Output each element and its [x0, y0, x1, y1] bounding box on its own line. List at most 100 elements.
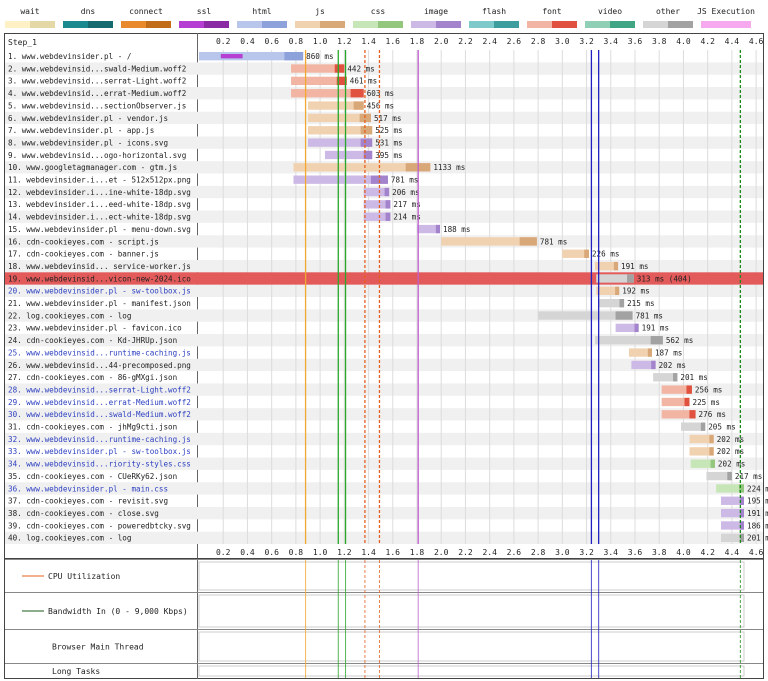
request-bar-download — [709, 447, 714, 456]
request-bar-font — [661, 410, 696, 419]
legend-swatch-light — [179, 21, 204, 28]
panel-label-3: Long Tasks — [52, 667, 100, 676]
request-label: 21. www.webdevinsider.pl - manifest.json — [8, 299, 191, 308]
legend-label-dns: dns — [81, 7, 96, 16]
request-bar-image — [615, 323, 639, 333]
request-label: 19. www.webdevinsid...vicon-new-2024.ico — [8, 274, 191, 283]
legend-swatch-dark — [262, 21, 287, 28]
request-bar-download — [615, 286, 620, 295]
row-stripe — [5, 457, 763, 470]
legend-label-other: other — [656, 7, 680, 16]
x-tick-label-top: 2.8 — [531, 37, 546, 46]
step-label: Step_1 — [8, 38, 37, 47]
x-tick-label-bottom: 3.4 — [604, 548, 619, 557]
panel-plot-area — [198, 561, 745, 591]
request-bar-image — [324, 150, 373, 160]
error-row-highlight — [5, 272, 763, 285]
request-bar-download — [727, 471, 732, 481]
request-label: 22. log.cookieyes.com - log — [8, 311, 131, 320]
request-duration: 256 ms — [695, 385, 722, 394]
row-stripe — [5, 111, 763, 125]
row-stripe — [5, 531, 763, 544]
x-tick-label-top: 4.2 — [700, 37, 715, 46]
row-stripe — [5, 383, 763, 396]
request-bar-css — [716, 484, 744, 493]
request-bar-download — [739, 508, 744, 518]
legend-swatch-dark — [30, 21, 55, 28]
row-stripe — [5, 259, 763, 273]
request-duration: 562 ms — [666, 336, 693, 345]
request-duration: 202 ms — [659, 361, 686, 370]
request-duration: 395 ms — [375, 151, 402, 160]
request-bar-css — [690, 459, 715, 468]
x-tick-label-bottom: 1.2 — [337, 548, 352, 557]
request-duration: 224 ms — [747, 484, 768, 493]
x-tick-label-top: 1.8 — [410, 37, 425, 46]
request-bar-image — [363, 187, 390, 197]
legend-label-image: image — [424, 7, 448, 16]
row-stripe — [5, 408, 763, 421]
row-stripe — [5, 87, 763, 100]
x-tick-label-top: 1.0 — [313, 37, 328, 46]
request-label: 35. cdn-cookieyes.com - CUeRKy62.json — [8, 472, 177, 481]
request-bar-font — [661, 385, 692, 394]
panel-label-2: Browser Main Thread — [52, 643, 144, 652]
legend-swatch-dark — [320, 21, 345, 28]
request-bar-other — [681, 422, 706, 431]
legend-label-font: font — [542, 7, 561, 16]
request-label: 20. www.webdevinsider.pl - sw-toolbox.js — [8, 287, 191, 296]
request-duration: 531 ms — [375, 138, 402, 147]
x-tick-label-top: 4.4 — [725, 37, 740, 46]
request-bar-other — [598, 299, 625, 308]
x-tick-label-bottom: 3.0 — [555, 548, 570, 557]
request-label: 15. www.webdevinsider.pl - menu-down.svg — [8, 225, 191, 234]
legend-label-html: html — [252, 7, 271, 16]
request-duration: 205 ms — [708, 423, 735, 432]
request-bar-download — [738, 484, 744, 493]
request-duration: 187 ms — [655, 348, 682, 357]
request-label: 24. cdn-cookieyes.com - Kd-JHRUp.json — [8, 336, 177, 345]
x-tick-label-top: 2.6 — [507, 37, 522, 46]
request-bar-download — [686, 385, 692, 394]
request-bar-other — [596, 274, 634, 283]
request-duration: 202 ms — [717, 435, 744, 444]
x-tick-label-top: 0.6 — [264, 37, 279, 46]
request-duration: 186 ms — [747, 521, 768, 530]
request-label: 32. www.webdevinsid...runtime-caching.js — [8, 435, 191, 444]
legend-label-css: css — [371, 7, 386, 16]
request-label: 30. www.webdevinsid...swald-Medium.woff2 — [8, 410, 191, 419]
request-duration: 860 ms — [306, 52, 333, 61]
request-bar-download — [627, 274, 634, 283]
request-bar-image — [720, 508, 744, 518]
request-label: 4. www.webdevinsid...errat-Medium.woff2 — [8, 89, 186, 98]
row-stripe — [5, 136, 763, 149]
x-tick-label-top: 3.0 — [555, 37, 570, 46]
request-label: 36. www.webdevinsider.pl - main.css — [8, 484, 168, 493]
x-tick-label-bottom: 4.6 — [749, 548, 764, 557]
request-bar-download — [684, 397, 690, 407]
request-bar-download — [700, 422, 706, 431]
row-stripe — [5, 62, 763, 75]
request-label: 38. cdn-cookieyes.com - close.svg — [8, 509, 159, 518]
panel-plot-area — [198, 665, 745, 677]
request-duration: 225 ms — [693, 398, 720, 407]
request-label: 39. cdn-cookieyes.com - poweredbtcky.svg — [8, 521, 191, 530]
x-tick-label-bottom: 0.8 — [289, 548, 304, 557]
request-bar-download — [360, 138, 373, 147]
x-tick-label-top: 0.8 — [289, 37, 304, 46]
request-bar-download — [519, 237, 537, 246]
request-bar-js — [595, 261, 619, 271]
x-tick-label-bottom: 1.0 — [313, 548, 328, 557]
panel-plot-area — [198, 631, 745, 662]
x-tick-label-bottom: 4.2 — [700, 548, 715, 557]
request-bar-download — [363, 150, 373, 160]
legend-label-ssl: ssl — [197, 7, 212, 16]
request-label: 6. www.webdevinsider.pl - vendor.js — [8, 114, 168, 123]
request-label: 2. www.webdevinsid...swald-Medium.woff2 — [8, 64, 186, 73]
request-label: 1. www.webdevinsider.pl - / — [8, 52, 131, 61]
request-duration: 1133 ms — [433, 163, 465, 172]
request-duration: 201 ms — [680, 373, 707, 382]
request-label: 23. www.webdevinsider.pl - favicon.ico — [8, 324, 182, 333]
legend-swatch-light — [643, 21, 668, 28]
